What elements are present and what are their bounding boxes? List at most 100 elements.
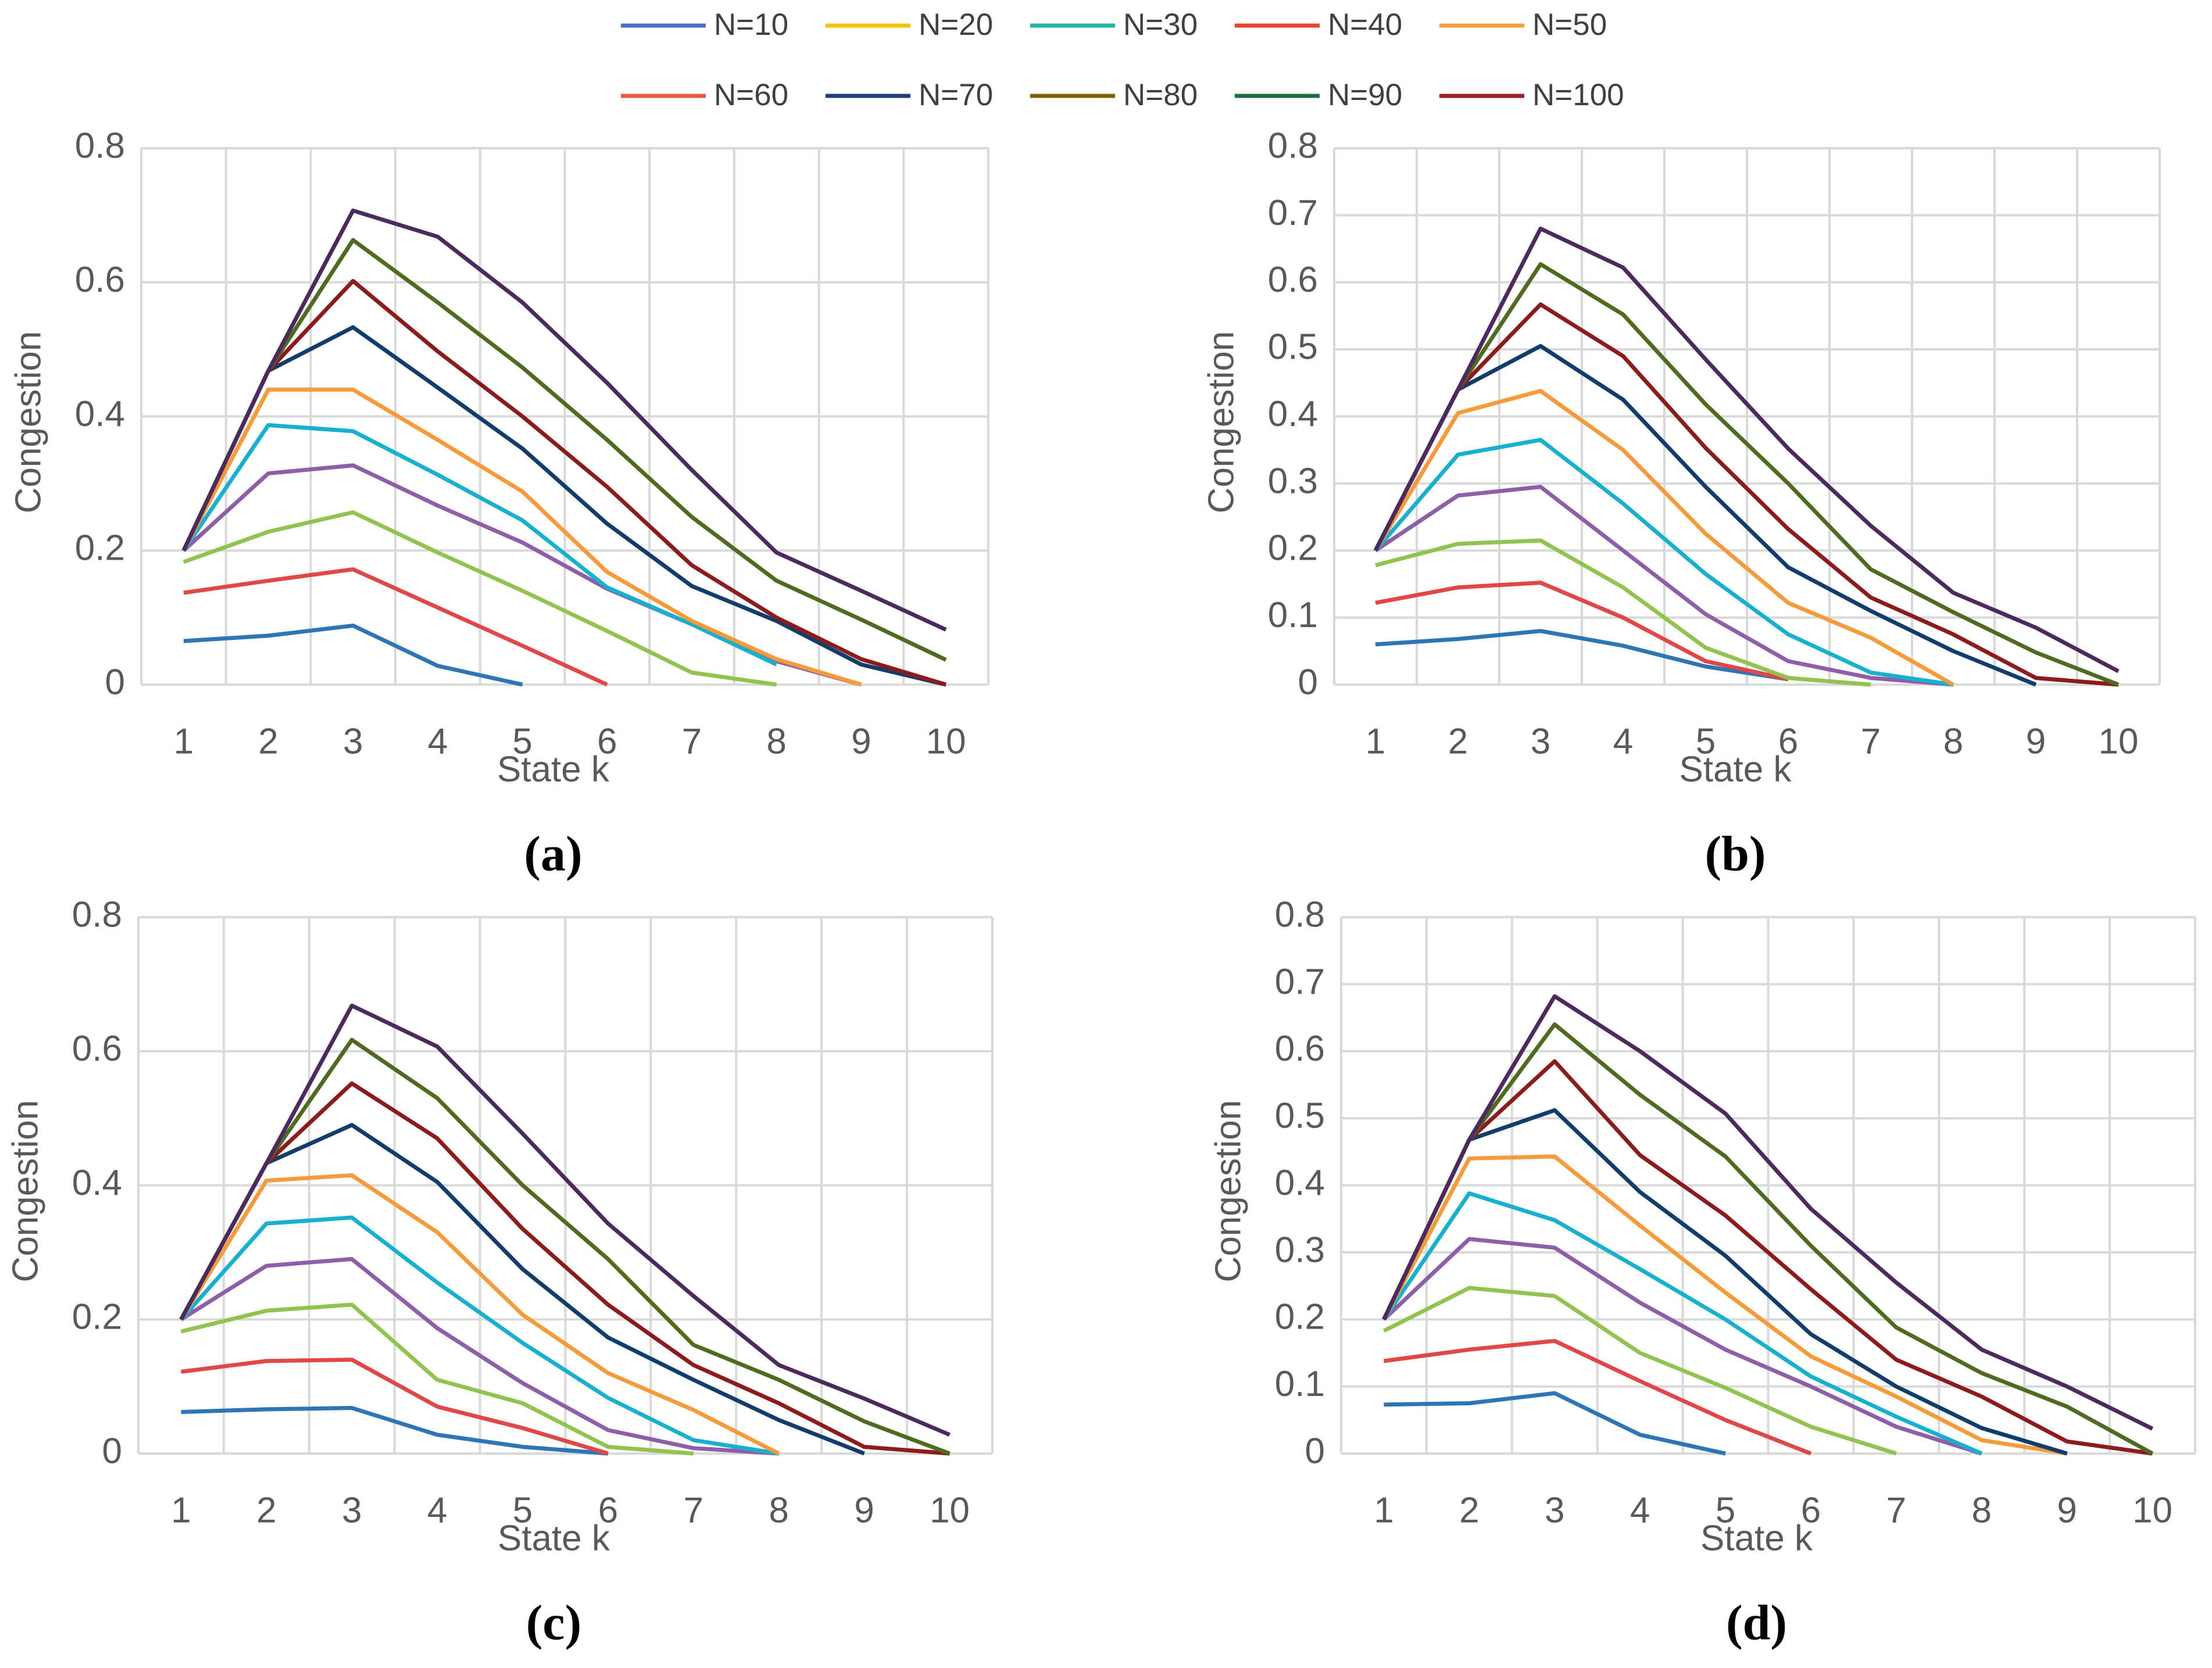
legend-label: N=30 <box>1123 8 1198 42</box>
x-tick-label: 8 <box>769 1490 789 1530</box>
y-tick-label: 0.4 <box>72 1163 122 1203</box>
x-tick-label: 10 <box>2132 1490 2172 1530</box>
data-line <box>179 1215 780 1456</box>
x-tick-label: 8 <box>1943 721 1963 761</box>
panel-label: (c) <box>526 1595 581 1651</box>
x-tick-label: 8 <box>767 721 787 761</box>
data-line <box>181 423 778 667</box>
data-line <box>181 208 947 632</box>
data-line <box>183 623 523 687</box>
data-line <box>1382 1191 1983 1456</box>
y-tick-label: 0.2 <box>75 528 125 568</box>
panel-label: (a) <box>524 826 582 882</box>
x-tick-label: 5 <box>1716 1490 1735 1530</box>
data-line <box>1373 389 1954 687</box>
y-axis-title: Congestion <box>1201 331 1241 514</box>
x-tick-label: 5 <box>513 1490 533 1530</box>
x-tick-label: 6 <box>598 1490 618 1530</box>
x-tick-label: 2 <box>256 1490 276 1530</box>
y-tick-label: 0.8 <box>1275 894 1325 935</box>
x-tick-label: 10 <box>930 1490 970 1530</box>
x-axis-title: State k <box>497 749 610 789</box>
data-line <box>179 1003 950 1437</box>
data-line <box>1373 262 2120 687</box>
y-tick-label: 0.4 <box>75 394 125 434</box>
data-line <box>181 238 947 662</box>
y-axis-title: Congestion <box>8 331 48 514</box>
y-tick-label: 0.6 <box>75 260 125 300</box>
data-line <box>180 1257 779 1456</box>
data-line <box>181 278 947 687</box>
y-tick-label: 0.6 <box>1275 1029 1325 1069</box>
x-tick-label: 6 <box>1801 1490 1821 1530</box>
legend-label: N=80 <box>1123 78 1198 112</box>
data-line <box>1382 1059 2153 1456</box>
data-line <box>1382 1022 2154 1456</box>
y-tick-label: 0 <box>105 662 125 702</box>
x-tick-label: 3 <box>342 1490 362 1530</box>
panel-label: (d) <box>1726 1595 1787 1651</box>
x-tick-label: 6 <box>597 721 617 761</box>
legend-label: N=60 <box>714 78 788 112</box>
x-tick-label: 9 <box>2057 1490 2077 1530</box>
data-line <box>1382 1286 1897 1456</box>
y-tick-label: 0.3 <box>1268 461 1318 501</box>
y-axis-title: Congestion <box>5 1100 45 1283</box>
data-line <box>180 1302 694 1456</box>
x-tick-label: 3 <box>1531 721 1550 761</box>
panel-label: (b) <box>1704 826 1766 882</box>
legend-label: N=70 <box>919 78 993 112</box>
legend-label: N=100 <box>1532 78 1624 112</box>
data-line <box>181 1357 609 1456</box>
y-tick-label: 0.2 <box>1268 528 1318 568</box>
y-tick-label: 0.7 <box>1275 962 1325 1002</box>
x-tick-label: 10 <box>926 721 966 761</box>
y-tick-label: 0.5 <box>1275 1096 1325 1136</box>
data-line <box>179 1123 865 1456</box>
x-tick-label: 9 <box>854 1490 874 1530</box>
data-line <box>1382 1108 2068 1456</box>
y-tick-label: 0.2 <box>72 1297 122 1337</box>
data-line <box>1375 581 1789 682</box>
x-tick-label: 1 <box>1374 1490 1393 1530</box>
x-tick-label: 9 <box>2026 721 2046 761</box>
x-tick-label: 4 <box>427 1490 447 1530</box>
data-line <box>1375 538 1871 687</box>
x-tick-label: 4 <box>1630 1490 1650 1530</box>
legend-label: N=10 <box>714 8 788 42</box>
x-tick-label: 2 <box>258 721 278 761</box>
y-tick-label: 0.2 <box>1275 1297 1325 1337</box>
y-tick-label: 0.1 <box>1275 1364 1325 1404</box>
data-line <box>179 1081 950 1456</box>
x-tick-label: 1 <box>1366 721 1385 761</box>
data-line <box>1384 1391 1726 1456</box>
x-tick-label: 6 <box>1778 721 1798 761</box>
x-tick-label: 4 <box>1613 721 1633 761</box>
y-tick-label: 0.5 <box>1268 327 1318 367</box>
x-tick-label: 7 <box>682 721 702 761</box>
data-line <box>1383 1338 1812 1456</box>
data-line <box>1382 1237 1982 1456</box>
y-tick-label: 0.8 <box>72 894 122 935</box>
y-tick-label: 0 <box>1305 1431 1325 1471</box>
x-tick-label: 5 <box>512 721 532 761</box>
data-line <box>1375 629 1789 682</box>
x-tick-label: 7 <box>1861 721 1881 761</box>
data-line <box>183 567 608 687</box>
x-tick-label: 3 <box>343 721 363 761</box>
x-tick-label: 2 <box>1448 721 1468 761</box>
y-tick-label: 0.8 <box>1268 126 1318 166</box>
legend-label: N=40 <box>1328 8 1402 42</box>
x-axis-title: State k <box>1700 1518 1813 1558</box>
x-tick-label: 7 <box>684 1490 703 1530</box>
data-line <box>1373 226 2120 674</box>
x-tick-label: 1 <box>171 1490 191 1530</box>
data-line <box>179 1173 780 1456</box>
data-line <box>181 387 862 687</box>
x-tick-label: 5 <box>1696 721 1716 761</box>
x-tick-label: 3 <box>1545 1490 1564 1530</box>
data-line <box>181 1406 609 1456</box>
y-tick-label: 0.1 <box>1268 595 1318 635</box>
legend-label: N=90 <box>1328 78 1402 112</box>
